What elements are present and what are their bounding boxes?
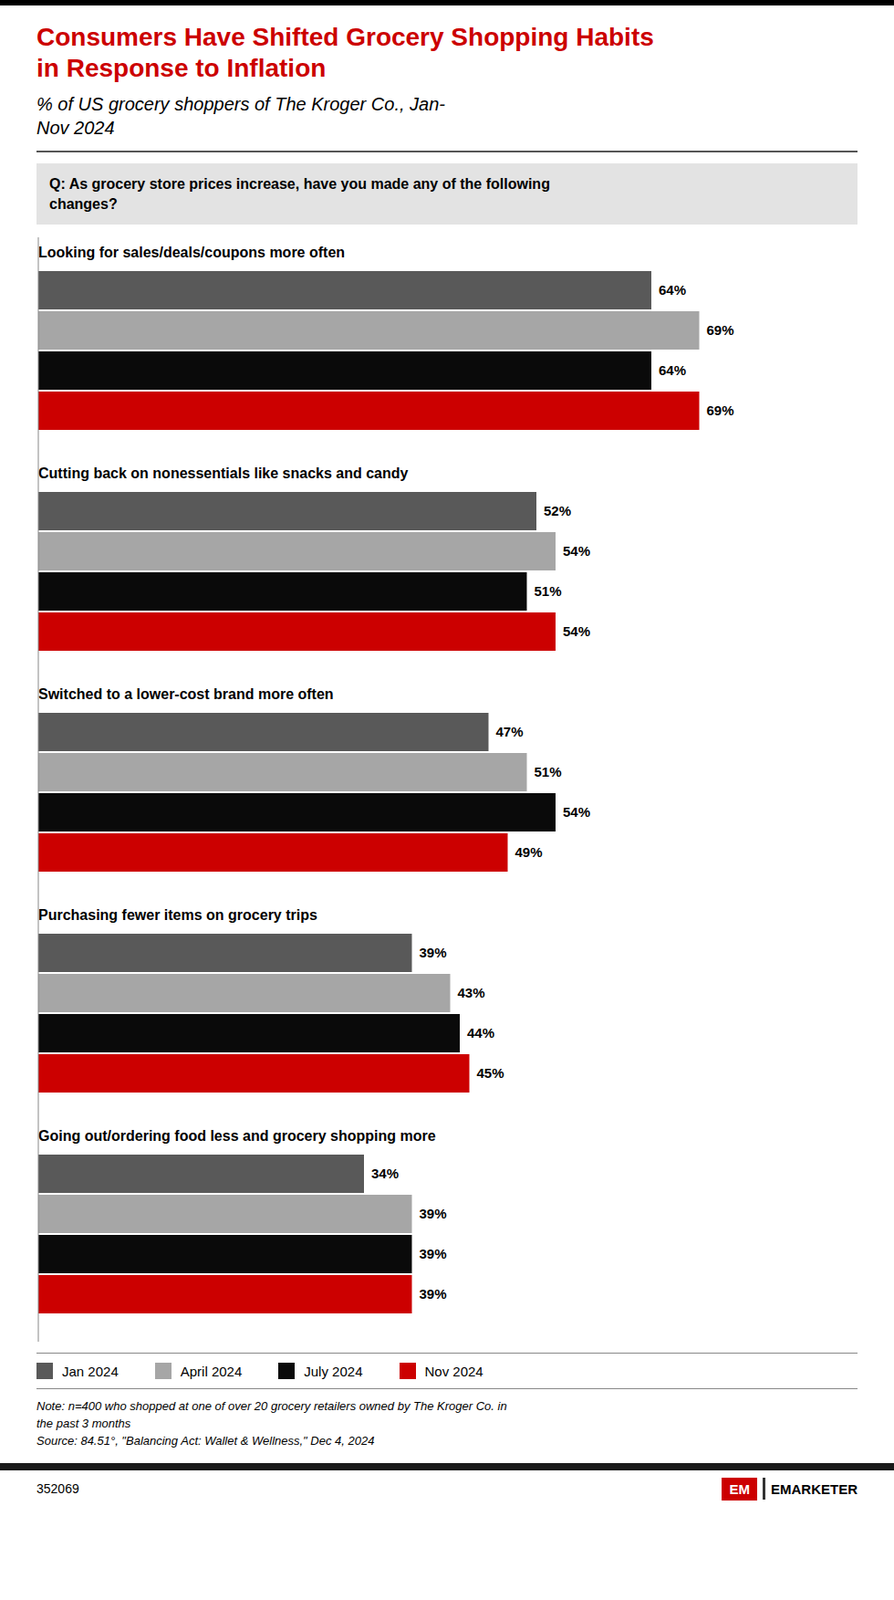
question: Q: As grocery store prices increase, hav… — [36, 163, 858, 225]
legend: Jan 2024 April 2024 July 2024 Nov 2024 — [36, 1351, 858, 1389]
legend-item: April 2024 — [155, 1361, 243, 1379]
logo: EM EMARKETER — [721, 1476, 858, 1500]
bar — [38, 311, 700, 350]
bottom-bar — [0, 1462, 894, 1470]
bar — [38, 832, 509, 872]
bar — [38, 571, 528, 611]
bar — [38, 1234, 413, 1273]
data-label: 52% — [543, 502, 572, 519]
labels: Looking for sales/deals/coupons more oft… — [38, 244, 735, 1301]
data-label: 54% — [562, 623, 591, 639]
logo-rule — [762, 1476, 766, 1499]
legend-swatch — [36, 1361, 53, 1379]
footer: 352069 EM EMARKETER — [0, 1469, 894, 1508]
data-label: 47% — [496, 723, 524, 739]
data-label: 51% — [534, 763, 562, 780]
data-label: 39% — [419, 1285, 447, 1301]
bar — [38, 270, 652, 310]
data-label: 49% — [515, 843, 543, 860]
category-label: Looking for sales/deals/coupons more oft… — [38, 244, 345, 260]
bar — [38, 1153, 364, 1193]
bar — [38, 1194, 413, 1233]
data-label: 39% — [419, 1205, 447, 1221]
data-label: 39% — [419, 1245, 447, 1261]
bars — [38, 270, 700, 1313]
legend-swatch — [278, 1361, 295, 1379]
legend-label: April 2024 — [180, 1362, 243, 1379]
bar — [38, 351, 652, 390]
bar — [38, 612, 556, 651]
bar — [38, 1053, 470, 1092]
chart: Looking for sales/deals/coupons more oft… — [36, 224, 858, 1347]
bar — [38, 391, 700, 430]
category-label: Cutting back on nonessentials like snack… — [38, 465, 409, 481]
source-id: 352069 — [36, 1480, 80, 1496]
bar — [38, 752, 528, 791]
data-label: 54% — [562, 542, 591, 559]
data-label: 54% — [562, 803, 591, 820]
logo-word: EMARKETER — [770, 1480, 858, 1497]
legend-label: Jan 2024 — [62, 1362, 119, 1379]
logo-mark: EM — [721, 1476, 758, 1500]
legend-label: Nov 2024 — [425, 1362, 484, 1379]
axis-line — [38, 237, 40, 1341]
data-label: 45% — [477, 1064, 505, 1081]
data-label: 69% — [706, 402, 735, 418]
data-label: 34% — [371, 1164, 399, 1181]
bar — [38, 531, 556, 571]
legend-item: Jan 2024 — [36, 1361, 119, 1379]
data-label: 51% — [534, 582, 562, 599]
bar — [38, 792, 556, 832]
category-label: Switched to a lower-cost brand more ofte… — [38, 686, 334, 702]
legend-swatch — [155, 1361, 172, 1379]
data-label: 43% — [457, 984, 486, 1000]
legend-label: July 2024 — [303, 1362, 363, 1379]
category-label: Purchasing fewer items on grocery trips — [38, 906, 318, 923]
subtitle: % of US grocery shoppers of The Kroger C… — [36, 92, 858, 140]
category-label: Going out/ordering food less and grocery… — [38, 1127, 437, 1144]
bar — [38, 1274, 413, 1313]
data-label: 64% — [658, 281, 687, 298]
data-label: 69% — [706, 322, 735, 338]
note: Note: n=400 who shopped at one of over 2… — [36, 1397, 858, 1450]
legend-item: July 2024 — [278, 1361, 363, 1379]
bar — [38, 933, 413, 972]
data-label: 44% — [467, 1024, 495, 1040]
bar — [38, 973, 451, 1012]
bar — [38, 491, 537, 531]
bar — [38, 1013, 460, 1052]
title: Consumers Have Shifted Grocery Shopping … — [36, 21, 858, 84]
top-bar — [0, 0, 894, 6]
data-label: 39% — [419, 944, 447, 960]
legend-item: Nov 2024 — [399, 1361, 484, 1379]
separator — [36, 150, 858, 153]
data-label: 64% — [658, 362, 687, 378]
bar — [38, 712, 489, 751]
legend-swatch — [399, 1361, 416, 1379]
